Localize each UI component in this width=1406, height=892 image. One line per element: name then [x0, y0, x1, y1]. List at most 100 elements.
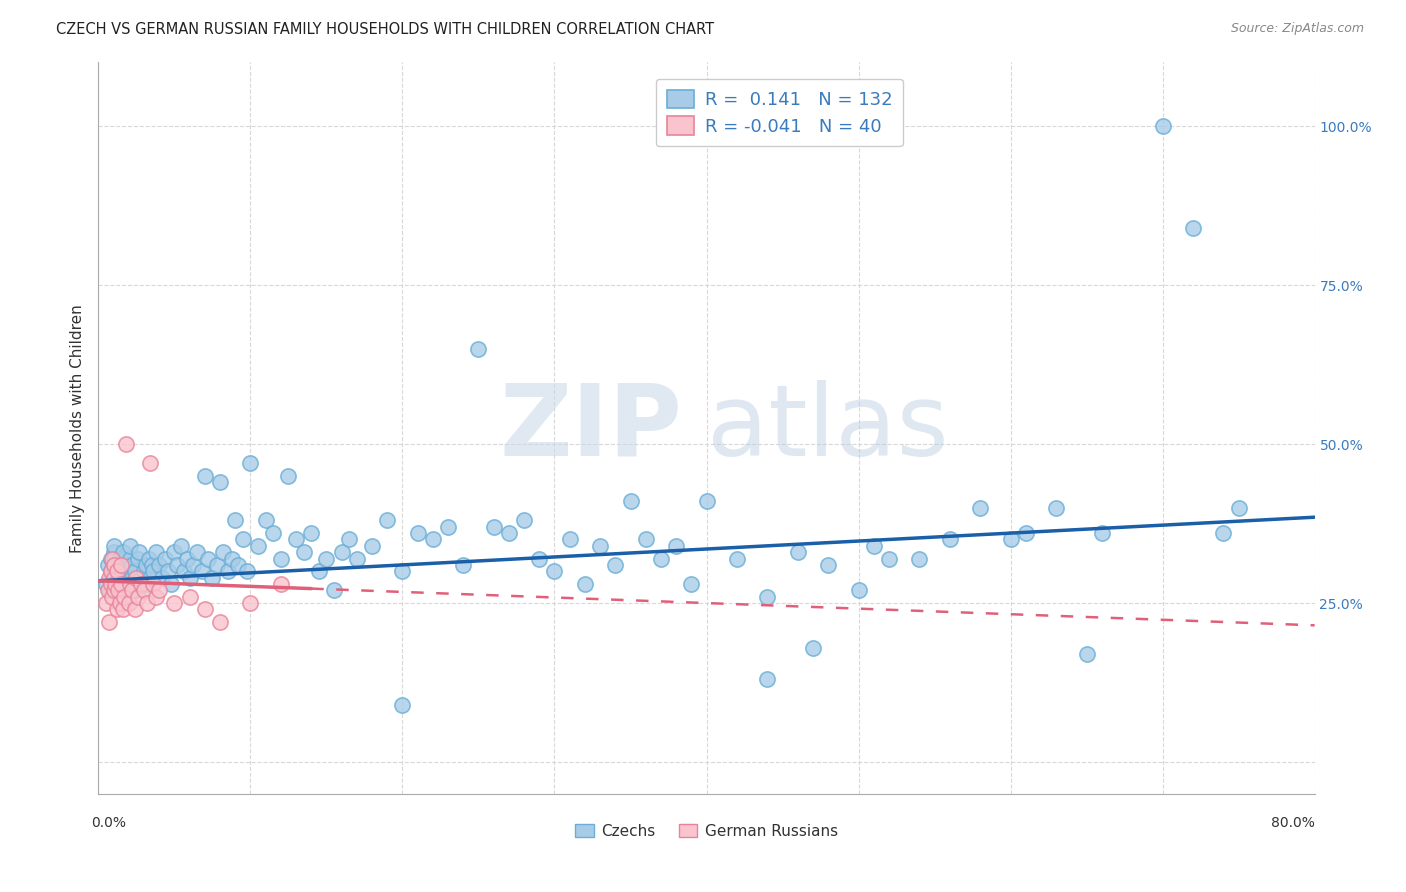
Point	[529, 551, 551, 566]
Point	[100, 564, 122, 578]
Point	[108, 596, 131, 610]
Point	[1045, 500, 1067, 515]
Point	[681, 577, 703, 591]
Point	[145, 590, 167, 604]
Point	[135, 558, 157, 572]
Point	[801, 640, 824, 655]
Text: 0.0%: 0.0%	[91, 816, 127, 830]
Point	[205, 558, 228, 572]
Point	[105, 571, 128, 585]
Point	[939, 533, 962, 547]
Point	[453, 558, 475, 572]
Text: atlas: atlas	[707, 380, 948, 476]
Point	[103, 558, 125, 572]
Point	[122, 577, 145, 591]
Point	[94, 596, 117, 610]
Point	[110, 558, 132, 572]
Point	[121, 583, 143, 598]
Point	[103, 577, 125, 591]
Point	[201, 571, 224, 585]
Point	[179, 571, 201, 585]
Point	[141, 558, 163, 572]
Text: CZECH VS GERMAN RUSSIAN FAMILY HOUSEHOLDS WITH CHILDREN CORRELATION CHART: CZECH VS GERMAN RUSSIAN FAMILY HOUSEHOLD…	[56, 22, 714, 37]
Point	[299, 526, 322, 541]
Point	[103, 583, 125, 598]
Point	[179, 590, 201, 604]
Point	[422, 533, 444, 547]
Point	[118, 577, 141, 591]
Point	[132, 583, 155, 598]
Point	[817, 558, 839, 572]
Point	[277, 468, 299, 483]
Point	[98, 571, 121, 585]
Point	[103, 545, 125, 559]
Point	[391, 564, 413, 578]
Point	[1212, 526, 1234, 541]
Point	[163, 596, 186, 610]
Point	[224, 513, 246, 527]
Point	[120, 551, 142, 566]
Point	[665, 539, 688, 553]
Legend: Czechs, German Russians: Czechs, German Russians	[569, 817, 844, 845]
Point	[125, 571, 148, 585]
Point	[129, 577, 152, 591]
Point	[848, 583, 870, 598]
Point	[254, 513, 277, 527]
Point	[120, 577, 142, 591]
Point	[696, 494, 718, 508]
Point	[114, 583, 136, 598]
Point	[1000, 533, 1022, 547]
Point	[110, 577, 132, 591]
Point	[145, 545, 167, 559]
Point	[94, 577, 117, 591]
Point	[155, 551, 177, 566]
Point	[105, 558, 128, 572]
Point	[221, 551, 243, 566]
Point	[969, 500, 991, 515]
Point	[330, 545, 353, 559]
Point	[129, 571, 152, 585]
Point	[100, 551, 122, 566]
Point	[127, 551, 149, 566]
Point	[543, 564, 565, 578]
Point	[756, 590, 779, 604]
Point	[323, 583, 346, 598]
Point	[112, 564, 135, 578]
Point	[111, 545, 134, 559]
Point	[148, 558, 170, 572]
Point	[112, 590, 135, 604]
Point	[437, 520, 460, 534]
Point	[1152, 119, 1174, 133]
Point	[877, 551, 900, 566]
Point	[121, 558, 143, 572]
Point	[270, 577, 292, 591]
Point	[105, 602, 128, 616]
Point	[232, 533, 254, 547]
Point	[127, 590, 149, 604]
Point	[138, 551, 160, 566]
Point	[1182, 220, 1205, 235]
Point	[118, 564, 141, 578]
Point	[136, 596, 159, 610]
Point	[139, 571, 162, 585]
Point	[1091, 526, 1114, 541]
Point	[181, 558, 204, 572]
Point	[173, 564, 195, 578]
Point	[756, 673, 779, 687]
Point	[285, 533, 308, 547]
Point	[101, 551, 124, 566]
Point	[292, 545, 315, 559]
Point	[247, 539, 270, 553]
Point	[346, 551, 368, 566]
Point	[103, 558, 125, 572]
Point	[114, 437, 136, 451]
Point	[142, 564, 165, 578]
Point	[103, 564, 125, 578]
Point	[150, 571, 173, 585]
Point	[186, 545, 208, 559]
Point	[786, 545, 808, 559]
Point	[103, 539, 125, 553]
Point	[650, 551, 672, 566]
Point	[124, 602, 146, 616]
Point	[725, 551, 748, 566]
